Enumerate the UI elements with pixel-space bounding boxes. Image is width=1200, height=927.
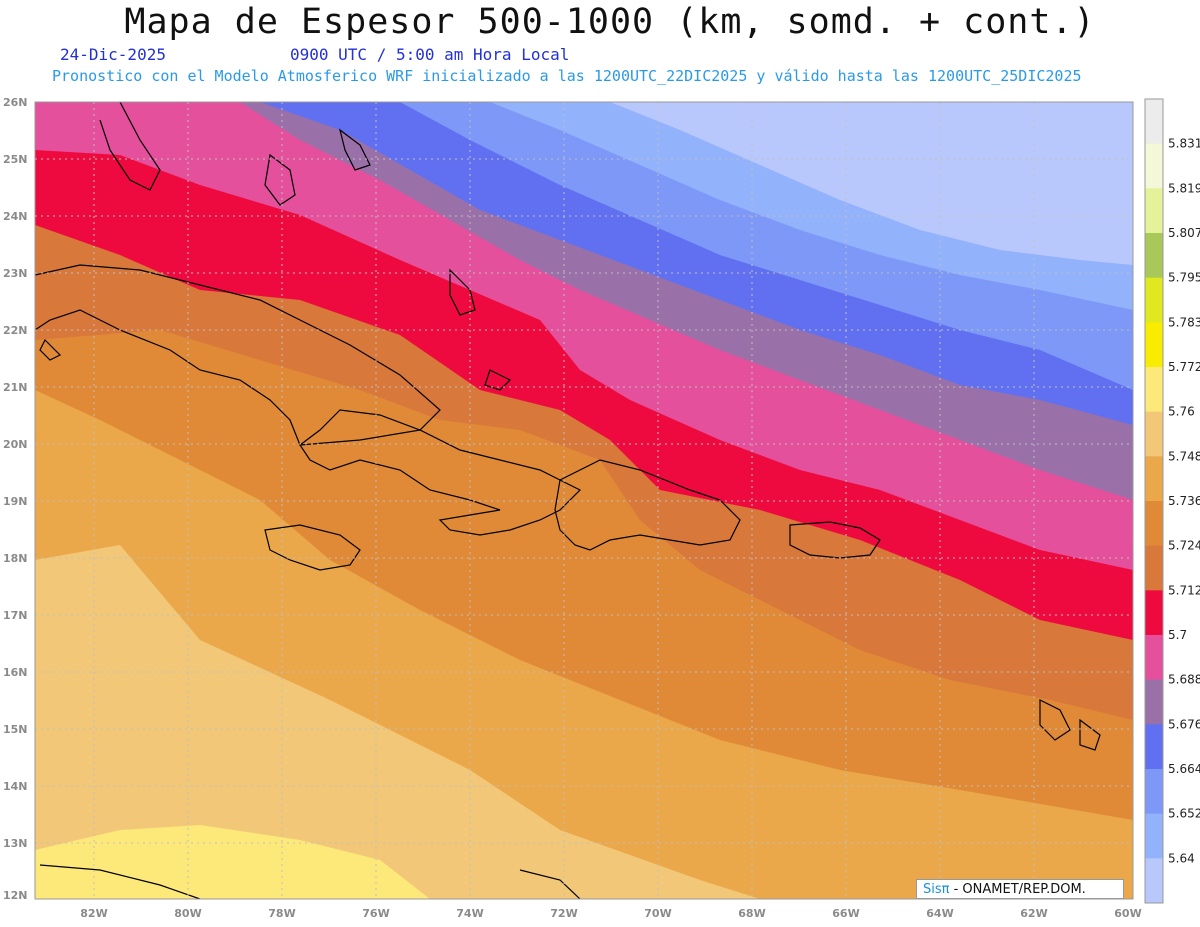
- credit-text: - ONAMET/REP.DOM.: [953, 882, 1086, 897]
- coastlines: [35, 102, 1101, 899]
- forecast-time: 0900 UTC / 5:00 am Hora Local: [290, 45, 570, 64]
- colorbar-label: 5.676: [1168, 717, 1200, 731]
- model-subtitle: Pronostico con el Modelo Atmosferico WRF…: [52, 67, 1082, 85]
- colorbar-label: 5.64: [1168, 851, 1195, 865]
- forecast-date: 24-Dic-2025: [60, 45, 166, 64]
- credit-badge: Sisπ - ONAMET/REP.DOM.: [916, 879, 1124, 899]
- colorbar-label: 5.688: [1168, 673, 1200, 687]
- lat-label: 21N: [3, 381, 28, 394]
- lat-label: 26N: [3, 96, 28, 109]
- colorbar-swatch: [1145, 322, 1163, 368]
- colorbar-label: 5.76: [1168, 405, 1195, 419]
- colorbar-label: 5.807: [1168, 226, 1200, 240]
- colorbar-swatch: [1145, 188, 1163, 234]
- lon-label: 78W: [268, 907, 295, 920]
- lon-label: 74W: [456, 907, 483, 920]
- colorbar-frame: [1144, 98, 1164, 904]
- colorbar-swatch: [1145, 411, 1163, 457]
- colorbar-label: 5.831: [1168, 137, 1200, 151]
- lat-label: 15N: [3, 723, 28, 736]
- lat-label: 24N: [3, 210, 28, 223]
- plot-frame: [34, 101, 1134, 900]
- lat-label: 18N: [3, 552, 28, 565]
- lat-label: 17N: [3, 609, 28, 622]
- colorbar-swatch: [1145, 679, 1163, 725]
- map-title: Mapa de Espesor 500-1000 (km, somd. + co…: [124, 2, 1096, 42]
- lon-label: 60W: [1114, 907, 1141, 920]
- colorbar-label: 5.652: [1168, 807, 1200, 821]
- colorbar-swatch: [1145, 769, 1163, 815]
- colorbar-swatch: [1145, 99, 1163, 145]
- colorbar-label: 5.736: [1168, 494, 1200, 508]
- lat-label: 23N: [3, 267, 28, 280]
- lat-label: 12N: [3, 889, 28, 902]
- lon-label: 80W: [174, 907, 201, 920]
- colorbar-swatch: [1145, 367, 1163, 413]
- colorbar-swatch: [1145, 635, 1163, 681]
- lon-label: 70W: [644, 907, 671, 920]
- lat-label: 22N: [3, 324, 28, 337]
- colorbar-label: 5.819: [1168, 181, 1200, 195]
- colorbar-swatch: [1145, 545, 1163, 591]
- lat-label: 25N: [3, 153, 28, 166]
- graticule: [35, 102, 1133, 899]
- colorbar-swatch: [1145, 233, 1163, 279]
- colorbar-swatch: [1145, 456, 1163, 502]
- colorbar-swatch: [1145, 590, 1163, 636]
- colorbar-swatch: [1145, 724, 1163, 770]
- colorbar-label: 5.772: [1168, 360, 1200, 374]
- lat-label: 14N: [3, 780, 28, 793]
- lon-label: 72W: [550, 907, 577, 920]
- colorbar-label: 5.783: [1168, 315, 1200, 329]
- lat-axis: 26N 25N 24N 23N 22N 21N 20N 19N 18N 17N …: [3, 96, 28, 902]
- colorbar-label: 5.712: [1168, 583, 1200, 597]
- lon-label: 68W: [738, 907, 765, 920]
- contour-bands: [35, 102, 1133, 899]
- colorbar-swatch: [1145, 858, 1163, 904]
- lat-label: 20N: [3, 438, 28, 451]
- lon-label: 64W: [926, 907, 953, 920]
- lon-label: 76W: [362, 907, 389, 920]
- lon-label: 62W: [1020, 907, 1047, 920]
- lat-label: 16N: [3, 666, 28, 679]
- colorbar-label: 5.664: [1168, 762, 1200, 776]
- colorbar-swatch: [1145, 277, 1163, 323]
- colorbar-label: 5.795: [1168, 271, 1200, 285]
- colorbar-swatch: [1145, 143, 1163, 189]
- colorbar-label: 5.724: [1168, 539, 1200, 553]
- colorbar-label: 5.7: [1168, 628, 1187, 642]
- lon-label: 66W: [832, 907, 859, 920]
- colorbar-label: 5.748: [1168, 449, 1200, 463]
- lat-label: 13N: [3, 837, 28, 850]
- band-5.76: [35, 825, 430, 899]
- lat-label: 19N: [3, 495, 28, 508]
- lon-label: 82W: [80, 907, 107, 920]
- band-min: [610, 102, 1133, 265]
- brand-logo: Sisπ: [923, 882, 950, 897]
- colorbar-swatch: [1145, 813, 1163, 859]
- lon-axis: 82W 80W 78W 76W 74W 72W 70W 68W 66W 64W …: [80, 907, 1141, 920]
- colorbar: 5.831 5.819 5.807 5.795 5.783 5.772 5.76 5.748 5…: [1144, 98, 1200, 904]
- colorbar-swatch: [1145, 501, 1163, 547]
